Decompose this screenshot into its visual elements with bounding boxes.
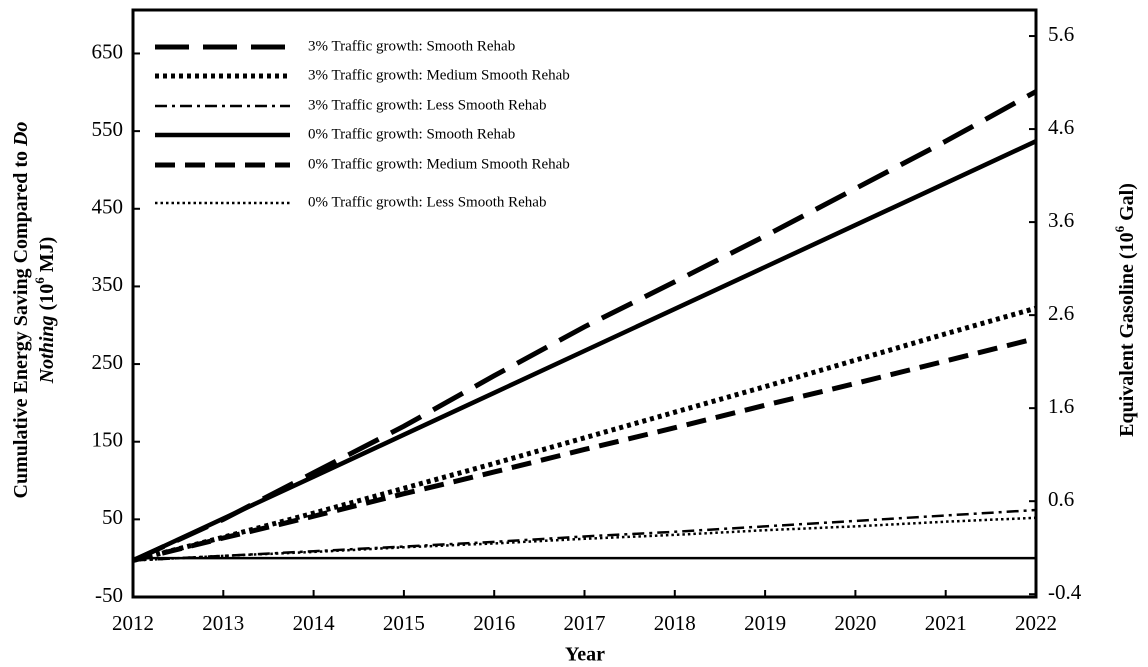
- label-part: Cumulative Energy Saving Compared to: [10, 146, 32, 498]
- x-tick-label: 2014: [293, 611, 336, 635]
- series-line: [132, 508, 1037, 562]
- series-line: [132, 305, 1037, 563]
- y-tick-label: 650: [92, 39, 124, 63]
- x-tick-label: 2013: [202, 611, 244, 635]
- legend-label: 3% Traffic growth: Less Smooth Rehab: [308, 97, 546, 113]
- y-axis-title: Cumulative Energy Saving Compared to Do …: [10, 122, 58, 499]
- x-tick-label: 2017: [564, 611, 606, 635]
- y-tick-label: 350: [92, 272, 124, 296]
- x-tick-label: 2016: [473, 611, 515, 635]
- y-tick-label: -50: [95, 583, 123, 607]
- y2-tick-label: 2.6: [1048, 301, 1074, 325]
- y2-tick-label: 5.6: [1048, 22, 1074, 46]
- y2-axis-title: Equivalent Gasoline (106 Gal): [1112, 183, 1138, 437]
- x-tick-label: 2019: [744, 611, 786, 635]
- y2-tick-label: 4.6: [1048, 115, 1074, 139]
- y2-tick-label: 1.6: [1048, 394, 1074, 418]
- x-axis-title: Year: [565, 644, 605, 666]
- y-tick-label: 450: [92, 195, 124, 219]
- x-tick-label: 2015: [383, 611, 425, 635]
- y-axis-title-line2: Nothing (106 MJ): [32, 237, 58, 385]
- y2-axis-title-text: Equivalent Gasoline (106 Gal): [1112, 183, 1138, 437]
- legend-label: 3% Traffic growth: Medium Smooth Rehab: [308, 67, 570, 83]
- label-part: MJ): [36, 237, 58, 278]
- y-tick-label: 150: [92, 428, 124, 452]
- y2-tick-label: 0.6: [1048, 487, 1074, 511]
- y-tick-label: 50: [102, 505, 123, 529]
- x-tick-label: 2021: [925, 611, 967, 635]
- y-tick-label: 550: [92, 117, 124, 141]
- series-line: [132, 139, 1037, 563]
- x-tick-label: 2022: [1015, 611, 1057, 635]
- y2-tick-label: 3.6: [1048, 208, 1074, 232]
- series-line: [132, 516, 1037, 562]
- label-part: Gal): [1116, 183, 1138, 226]
- label-part: Nothing: [36, 315, 58, 384]
- plot-frame: [131, 8, 1038, 599]
- label-part: (10: [36, 284, 58, 316]
- y2-tick-label: -0.4: [1048, 580, 1082, 604]
- label-part: Do: [10, 122, 32, 147]
- series-line: [132, 336, 1037, 563]
- x-tick-label: 2020: [834, 611, 876, 635]
- x-tick-label: 2012: [112, 611, 154, 635]
- x-tick-label: 2018: [654, 611, 696, 635]
- legend-label: 0% Traffic growth: Less Smooth Rehab: [308, 194, 546, 210]
- series-line: [131, 89, 1038, 563]
- label-part: 6: [1112, 225, 1127, 232]
- y-axis-title-line1: Cumulative Energy Saving Compared to Do: [10, 122, 32, 499]
- legend-label: 0% Traffic growth: Medium Smooth Rehab: [308, 156, 570, 172]
- label-part: Equivalent Gasoline (10: [1116, 232, 1138, 436]
- y-tick-label: 250: [92, 350, 124, 374]
- legend-label: 0% Traffic growth: Smooth Rehab: [308, 126, 515, 142]
- legend-label: 3% Traffic growth: Smooth Rehab: [308, 38, 515, 54]
- label-part: 6: [32, 277, 47, 284]
